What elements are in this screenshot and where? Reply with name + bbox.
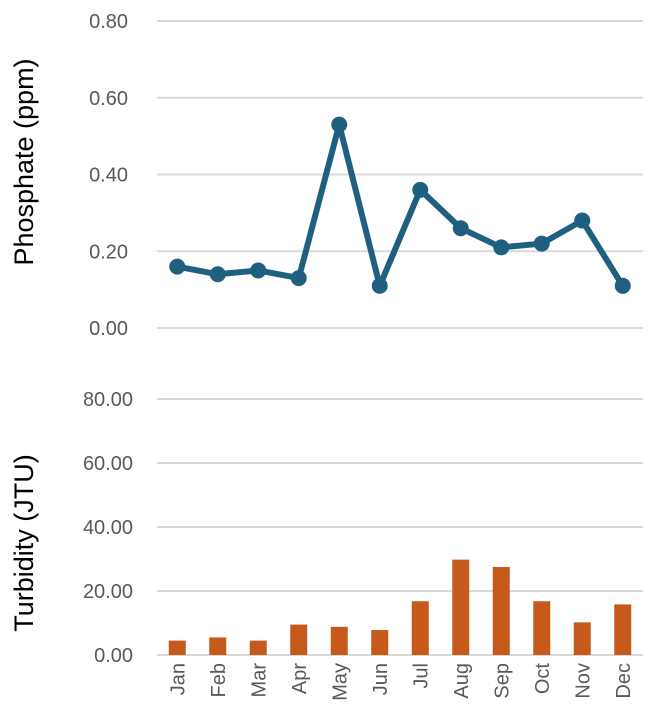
phosphate-gridlines bbox=[157, 20, 643, 329]
turbidity-bar bbox=[330, 626, 348, 655]
month-x-ticks: Jan Feb Mar Apr May Jun Jul Aug Sep Oct Nov Dec bbox=[167, 663, 635, 701]
phosphate-y-tick-label: 0.00 bbox=[89, 318, 128, 340]
turbidity-bar bbox=[614, 604, 632, 655]
turbidity-y-tick-label: 40.00 bbox=[83, 517, 133, 539]
turbidity-bar bbox=[209, 637, 227, 655]
turbidity-y-tick-label: 60.00 bbox=[83, 453, 133, 475]
phosphate-data-point bbox=[412, 181, 429, 198]
phosphate-data-point bbox=[290, 270, 307, 287]
month-tick-label: Jan bbox=[167, 663, 189, 695]
turbidity-bar bbox=[411, 601, 429, 655]
month-tick-label: Mar bbox=[248, 663, 270, 698]
phosphate-y-axis-label: Phosphate (ppm) bbox=[9, 58, 39, 265]
phosphate-data-point bbox=[493, 239, 510, 256]
month-tick-label: Dec bbox=[613, 663, 635, 699]
turbidity-bar bbox=[168, 640, 186, 655]
phosphate-data-point bbox=[452, 220, 469, 237]
turbidity-series bbox=[168, 559, 632, 655]
month-tick-label: May bbox=[329, 663, 351, 701]
turbidity-bar bbox=[371, 630, 389, 655]
phosphate-series bbox=[169, 116, 631, 294]
turbidity-bar bbox=[573, 622, 591, 655]
phosphate-data-point bbox=[574, 212, 591, 229]
month-tick-label: Aug bbox=[451, 663, 473, 699]
month-tick-label: Apr bbox=[289, 663, 311, 694]
phosphate-data-point bbox=[614, 277, 631, 294]
phosphate-data-point bbox=[371, 277, 388, 294]
phosphate-y-tick-label: 0.80 bbox=[89, 11, 128, 33]
month-tick-label: Oct bbox=[532, 663, 554, 695]
turbidity-bar bbox=[533, 601, 551, 655]
turbidity-y-axis-label: Turbidity (JTU) bbox=[9, 454, 39, 632]
turbidity-y-ticks: 0.00 20.00 40.00 60.00 80.00 bbox=[83, 389, 133, 667]
phosphate-y-tick-label: 0.20 bbox=[89, 241, 128, 263]
turbidity-y-tick-label: 0.00 bbox=[94, 645, 133, 667]
turbidity-y-tick-label: 20.00 bbox=[83, 581, 133, 603]
turbidity-y-tick-label: 80.00 bbox=[83, 389, 133, 411]
phosphate-y-ticks: 0.00 0.20 0.40 0.60 0.80 bbox=[89, 11, 128, 340]
turbidity-gridlines bbox=[157, 398, 643, 656]
phosphate-chart: Phosphate (ppm) 0.00 0.20 0.40 0.60 0.80 bbox=[9, 11, 643, 340]
month-tick-label: Jul bbox=[410, 663, 432, 689]
turbidity-bar bbox=[452, 559, 470, 655]
phosphate-data-point bbox=[169, 258, 186, 275]
phosphate-data-point bbox=[209, 266, 226, 283]
month-tick-label: Nov bbox=[572, 663, 594, 699]
turbidity-bar bbox=[492, 567, 510, 655]
phosphate-data-point bbox=[250, 262, 267, 279]
phosphate-y-tick-label: 0.40 bbox=[89, 165, 128, 187]
phosphate-line bbox=[174, 121, 626, 289]
month-tick-label: Jun bbox=[370, 663, 392, 695]
month-tick-label: Sep bbox=[491, 663, 513, 699]
phosphate-data-point bbox=[533, 235, 550, 252]
phosphate-data-point bbox=[331, 116, 348, 133]
turbidity-bar bbox=[290, 624, 308, 655]
phosphate-y-tick-label: 0.60 bbox=[89, 88, 128, 110]
turbidity-bar bbox=[249, 640, 267, 655]
month-tick-label: Feb bbox=[208, 663, 230, 697]
turbidity-chart: Turbidity (JTU) 0.00 20.00 40.00 60.00 80.00… bbox=[9, 389, 643, 701]
